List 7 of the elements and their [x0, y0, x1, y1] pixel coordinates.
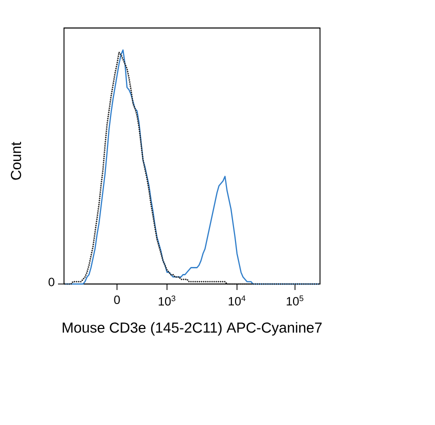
y-axis-title: Count: [10, 142, 22, 180]
x-tick-label: 0: [114, 296, 120, 304]
text: 0: [48, 278, 54, 286]
x-tick-label: 10$^{3}$: [158, 296, 176, 306]
x-tick-label: 10$^{5}$: [286, 296, 304, 306]
x-axis-title: Mouse CD3e (145-2C11) APC-Cyanine7: [62, 322, 322, 336]
x-tick-label: 10$^{4}$: [228, 296, 246, 306]
